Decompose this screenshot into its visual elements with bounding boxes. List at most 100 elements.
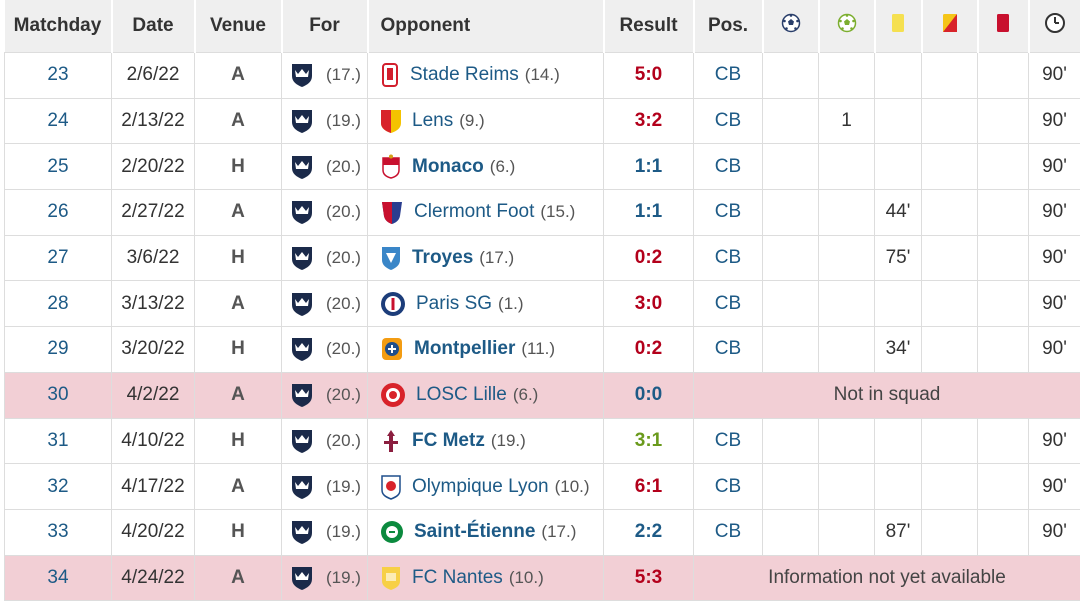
bordeaux-crest-icon[interactable]: [290, 428, 314, 454]
result-cell[interactable]: 0:0: [603, 371, 694, 419]
bordeaux-crest-icon[interactable]: [290, 565, 314, 591]
header-goals[interactable]: [762, 0, 820, 53]
saint-etienne-crest-icon[interactable]: [380, 519, 404, 545]
header-date[interactable]: Date: [111, 0, 196, 53]
matchday-cell[interactable]: 28: [4, 280, 112, 328]
table-row[interactable]: 24 2/13/22 A (19.) Lens (9.) 3:2 CB 1 90': [4, 97, 1080, 145]
matchday-cell[interactable]: 32: [4, 463, 112, 510]
opponent-name[interactable]: Lens: [412, 110, 454, 132]
matchday-cell[interactable]: 31: [4, 417, 112, 465]
nantes-crest-icon[interactable]: [380, 565, 402, 591]
matchday-cell[interactable]: 24: [4, 97, 112, 145]
matchday-cell[interactable]: 26: [4, 189, 112, 236]
opponent-cell[interactable]: FC Nantes (10.): [367, 554, 604, 602]
lens-crest-icon[interactable]: [380, 108, 402, 134]
position-cell[interactable]: CB: [693, 463, 763, 510]
result-cell[interactable]: 0:2: [603, 326, 694, 373]
position-cell[interactable]: CB: [693, 508, 763, 556]
position-cell[interactable]: CB: [693, 189, 763, 236]
troyes-crest-icon[interactable]: [380, 245, 402, 271]
header-assists[interactable]: [818, 0, 876, 53]
table-row[interactable]: 28 3/13/22 A (20.) Paris SG (1.) 3:0 CB 90': [4, 280, 1080, 328]
header-matchday[interactable]: Matchday: [4, 0, 113, 53]
lyon-crest-icon[interactable]: [380, 474, 402, 500]
table-row[interactable]: 33 4/20/22 H (19.) Saint-Étienne (17.) 2:2 CB 87…: [4, 508, 1080, 556]
bordeaux-crest-icon[interactable]: [290, 382, 314, 408]
opponent-cell[interactable]: Olympique Lyon (10.): [367, 463, 604, 510]
position-cell[interactable]: CB: [693, 52, 763, 99]
result-cell[interactable]: 3:0: [603, 280, 694, 328]
bordeaux-crest-icon[interactable]: [290, 474, 314, 500]
opponent-name[interactable]: FC Metz: [412, 429, 485, 451]
opponent-cell[interactable]: LOSC Lille (6.): [367, 371, 604, 419]
bordeaux-crest-icon[interactable]: [290, 519, 314, 545]
table-row[interactable]: 30 4/2/22 A (20.) LOSC Lille (6.) 0:0 Not in sq…: [4, 371, 1080, 419]
bordeaux-crest-icon[interactable]: [290, 62, 314, 88]
table-row[interactable]: 25 2/20/22 H (20.) Monaco (6.) 1:1 CB 90': [4, 143, 1080, 191]
result-cell[interactable]: 0:2: [603, 234, 694, 282]
opponent-name[interactable]: Montpellier: [414, 338, 516, 360]
table-row[interactable]: 31 4/10/22 H (20.) FC Metz (19.) 3:1 CB 90': [4, 417, 1080, 465]
table-row[interactable]: 26 2/27/22 A (20.) Clermont Foot (15.) 1:1 CB 44…: [4, 189, 1080, 236]
header-for[interactable]: For: [281, 0, 369, 53]
matchday-cell[interactable]: 27: [4, 234, 112, 282]
position-cell[interactable]: CB: [693, 417, 763, 465]
opponent-cell[interactable]: Montpellier (11.): [367, 326, 604, 373]
result-cell[interactable]: 5:0: [603, 52, 694, 99]
psg-crest-icon[interactable]: [380, 291, 406, 317]
bordeaux-crest-icon[interactable]: [290, 336, 314, 362]
matchday-cell[interactable]: 23: [4, 52, 112, 99]
result-cell[interactable]: 5:3: [603, 554, 694, 602]
position-cell[interactable]: CB: [693, 97, 763, 145]
opponent-cell[interactable]: Paris SG (1.): [367, 280, 604, 328]
opponent-name[interactable]: Olympique Lyon: [412, 475, 549, 497]
matchday-cell[interactable]: 34: [4, 554, 112, 602]
result-cell[interactable]: 1:1: [603, 189, 694, 236]
bordeaux-crest-icon[interactable]: [290, 154, 314, 180]
opponent-cell[interactable]: Stade Reims (14.): [367, 52, 604, 99]
header-minutes[interactable]: [1028, 0, 1080, 53]
header-yellow[interactable]: [874, 0, 923, 53]
metz-crest-icon[interactable]: [380, 428, 402, 454]
opponent-name[interactable]: LOSC Lille: [416, 384, 507, 406]
opponent-name[interactable]: Stade Reims: [410, 64, 519, 86]
matchday-cell[interactable]: 29: [4, 326, 112, 373]
table-row[interactable]: 29 3/20/22 H (20.) Montpellier (11.) 0:2 CB 34' 9…: [4, 326, 1080, 373]
lille-crest-icon[interactable]: [380, 382, 406, 408]
opponent-cell[interactable]: Lens (9.): [367, 97, 604, 145]
opponent-name[interactable]: FC Nantes: [412, 566, 503, 588]
header-result[interactable]: Result: [603, 0, 695, 53]
position-cell[interactable]: CB: [693, 280, 763, 328]
monaco-crest-icon[interactable]: [380, 154, 402, 180]
header-yellow-red[interactable]: [921, 0, 979, 53]
table-row[interactable]: 23 2/6/22 A (17.) Stade Reims (14.) 5:0 CB 90': [4, 52, 1080, 99]
result-cell[interactable]: 3:1: [603, 417, 694, 465]
opponent-name[interactable]: Troyes: [412, 247, 474, 269]
reims-crest-icon[interactable]: [380, 62, 400, 88]
result-cell[interactable]: 6:1: [603, 463, 694, 510]
opponent-name[interactable]: Paris SG: [416, 292, 493, 314]
opponent-cell[interactable]: Monaco (6.): [367, 143, 604, 191]
opponent-cell[interactable]: FC Metz (19.): [367, 417, 604, 465]
opponent-cell[interactable]: Troyes (17.): [367, 234, 604, 282]
result-cell[interactable]: 1:1: [603, 143, 694, 191]
matchday-cell[interactable]: 33: [4, 508, 112, 556]
bordeaux-crest-icon[interactable]: [290, 199, 314, 225]
position-cell[interactable]: CB: [693, 234, 763, 282]
table-row[interactable]: 27 3/6/22 H (20.) Troyes (17.) 0:2 CB 75' 90': [4, 234, 1080, 282]
result-cell[interactable]: 3:2: [603, 97, 694, 145]
header-opponent[interactable]: Opponent: [367, 0, 605, 53]
opponent-name[interactable]: Monaco: [412, 155, 484, 177]
matchday-cell[interactable]: 25: [4, 143, 112, 191]
bordeaux-crest-icon[interactable]: [290, 108, 314, 134]
result-cell[interactable]: 2:2: [603, 508, 694, 556]
table-row[interactable]: 34 4/24/22 A (19.) FC Nantes (10.) 5:3 Informat…: [4, 554, 1080, 602]
header-red[interactable]: [977, 0, 1030, 53]
opponent-name[interactable]: Saint-Étienne: [414, 521, 536, 543]
opponent-cell[interactable]: Clermont Foot (15.): [367, 189, 604, 236]
bordeaux-crest-icon[interactable]: [290, 291, 314, 317]
bordeaux-crest-icon[interactable]: [290, 245, 314, 271]
table-row[interactable]: 32 4/17/22 A (19.) Olympique Lyon (10.) 6:1 CB 9…: [4, 463, 1080, 510]
header-pos[interactable]: Pos.: [693, 0, 764, 53]
opponent-name[interactable]: Clermont Foot: [414, 201, 535, 223]
